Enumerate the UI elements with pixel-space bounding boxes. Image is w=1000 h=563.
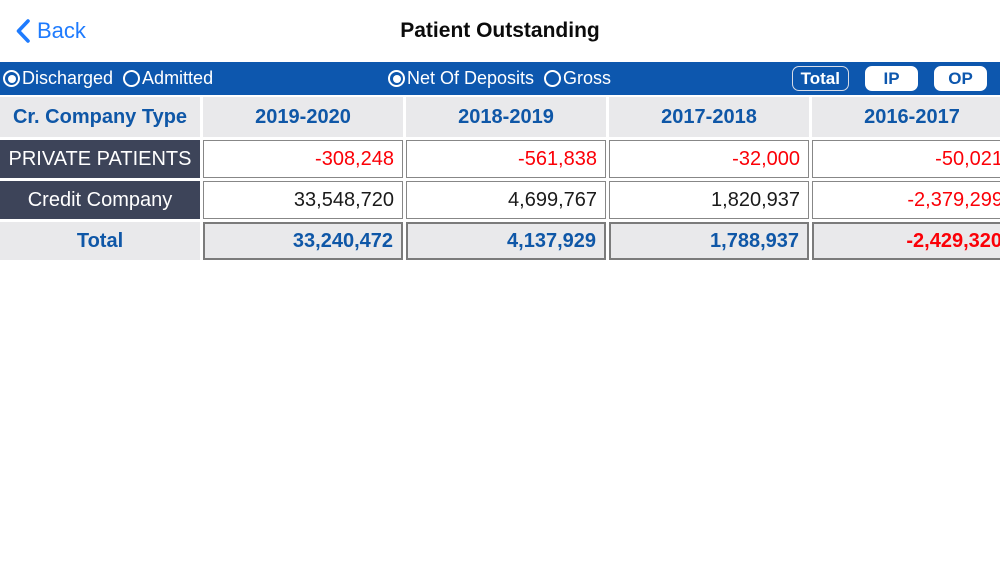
op-button[interactable]: OP: [934, 66, 987, 91]
column-header-2016-2017: 2016-2017: [812, 97, 1000, 137]
value-cell: 1,820,937: [609, 181, 809, 219]
amount-radio-group: Net Of Deposits Gross: [388, 62, 611, 95]
back-button[interactable]: Back: [16, 0, 86, 62]
total-value-cell: 1,788,937: [609, 222, 809, 260]
value-cell: -50,021: [812, 140, 1000, 178]
radio-net-of-deposits[interactable]: Net Of Deposits: [388, 68, 534, 89]
value-cell: -561,838: [406, 140, 606, 178]
value-cell: 4,699,767: [406, 181, 606, 219]
total-value-cell: -2,429,320: [812, 222, 1000, 260]
row-label-private-patients: PRIVATE PATIENTS: [0, 140, 200, 178]
radio-net-of-deposits-label: Net Of Deposits: [407, 68, 535, 88]
value-cell: -308,248: [203, 140, 403, 178]
radio-admitted-label: Admitted: [142, 68, 214, 88]
value-cell: -2,379,299: [812, 181, 1000, 219]
column-header-2019-2020: 2019-2020: [203, 97, 403, 137]
total-row-label: Total: [0, 222, 200, 260]
back-label: Back: [37, 18, 86, 43]
navigation-bar: Back Patient Outstanding: [0, 0, 1000, 62]
outstanding-table: Cr. Company Type 2019-2020 2018-2019 201…: [0, 97, 1000, 263]
radio-gross-label: Gross: [563, 68, 612, 88]
filter-toolbar: Discharged Admitted Net Of Deposits Gros…: [0, 62, 1000, 95]
column-header-company-type: Cr. Company Type: [0, 97, 200, 137]
radio-admitted[interactable]: Admitted: [123, 68, 213, 89]
radio-unselected-icon: [544, 70, 562, 87]
ip-button[interactable]: IP: [865, 66, 918, 91]
total-value-cell: 33,240,472: [203, 222, 403, 260]
view-button-group: Total IP OP: [791, 62, 987, 95]
status-radio-group: Discharged Admitted: [3, 62, 213, 95]
total-button[interactable]: Total: [791, 66, 849, 91]
radio-selected-icon: [3, 70, 20, 87]
total-value-cell: 4,137,929: [406, 222, 606, 260]
page-title: Patient Outstanding: [400, 19, 600, 42]
back-chevron-icon: [16, 19, 30, 43]
radio-selected-icon: [388, 70, 405, 87]
column-header-2017-2018: 2017-2018: [609, 97, 809, 137]
radio-unselected-icon: [123, 70, 141, 87]
column-header-2018-2019: 2018-2019: [406, 97, 606, 137]
radio-discharged-label: Discharged: [22, 68, 114, 88]
value-cell: -32,000: [609, 140, 809, 178]
radio-discharged[interactable]: Discharged: [3, 68, 113, 89]
row-label-credit-company: Credit Company: [0, 181, 200, 219]
outstanding-table-grid: Cr. Company Type 2019-2020 2018-2019 201…: [0, 97, 1000, 260]
value-cell: 33,548,720: [203, 181, 403, 219]
radio-gross[interactable]: Gross: [544, 68, 611, 89]
